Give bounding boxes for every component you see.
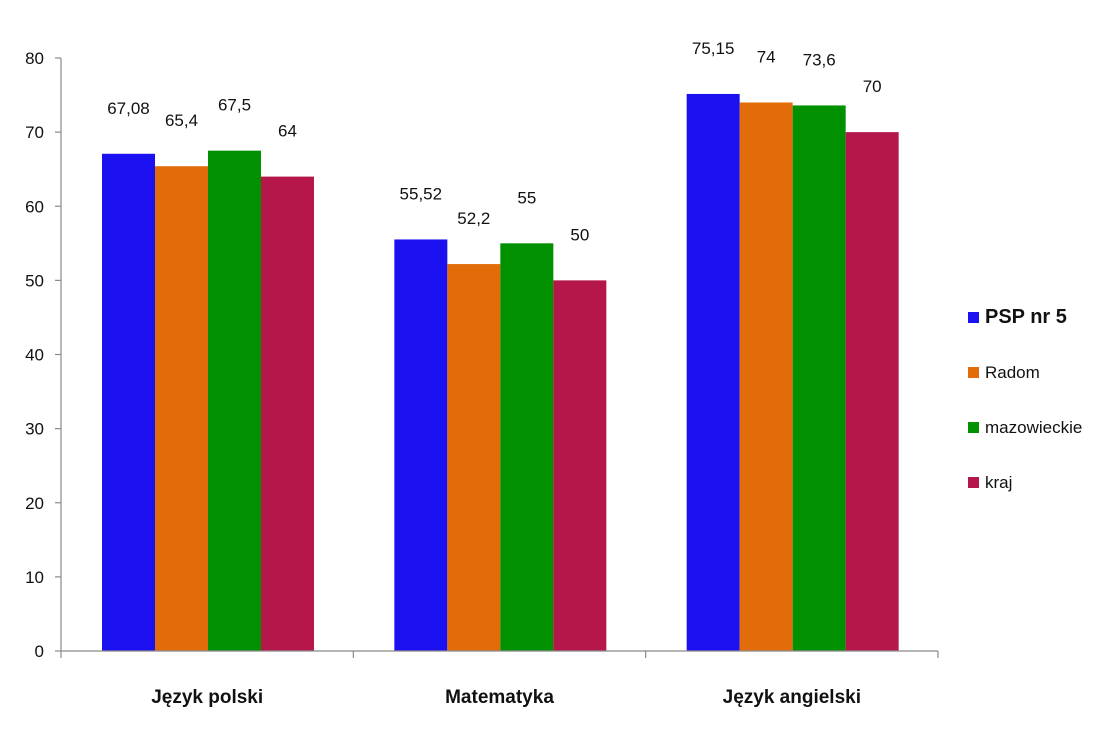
data-label: 67,08 bbox=[107, 99, 150, 118]
legend-item-mazowieckie: mazowieckie bbox=[968, 400, 1103, 455]
legend-label: PSP nr 5 bbox=[985, 306, 1067, 328]
bar-kraj bbox=[553, 280, 607, 651]
data-label: 52,2 bbox=[457, 209, 490, 228]
x-category-label: Matematyka bbox=[445, 687, 554, 708]
legend-item-radom: Radom bbox=[968, 345, 1103, 400]
data-label: 64 bbox=[278, 122, 297, 141]
legend-swatch bbox=[968, 367, 979, 378]
data-label: 67,5 bbox=[218, 96, 251, 115]
data-label: 55 bbox=[517, 188, 536, 207]
y-tick-label: 40 bbox=[25, 346, 44, 365]
legend-swatch bbox=[968, 477, 979, 488]
bar-mazowieckie bbox=[792, 105, 846, 651]
value-labels: 67,08 65,4 67,5 64 55,52 52,2 55 50 75,15 74 73,6 7… bbox=[107, 39, 881, 244]
legend-swatch bbox=[968, 312, 979, 323]
y-tick-label: 50 bbox=[25, 271, 44, 290]
x-axis: Język polski Matematyka Język angielski bbox=[60, 650, 939, 708]
bar-kraj bbox=[261, 176, 314, 651]
legend-item-psp-nr-5: PSP nr 5 bbox=[968, 290, 1103, 345]
x-category-label: Język angielski bbox=[723, 687, 861, 708]
legend-item-kraj: kraj bbox=[968, 455, 1103, 510]
data-label: 70 bbox=[863, 77, 882, 96]
y-tick-label: 20 bbox=[25, 494, 44, 513]
legend-label: mazowieckie bbox=[985, 417, 1083, 437]
data-label: 55,52 bbox=[400, 184, 443, 203]
y-tick-label: 10 bbox=[25, 568, 44, 587]
legend-swatch bbox=[968, 422, 979, 433]
bar-psp-nr-5 bbox=[102, 153, 155, 651]
y-tick-label: 80 bbox=[25, 49, 44, 68]
y-tick-label: 70 bbox=[25, 123, 44, 142]
y-axis: 0 10 20 30 40 50 60 70 80 bbox=[25, 49, 62, 661]
data-label: 74 bbox=[757, 47, 776, 66]
data-label: 50 bbox=[570, 225, 589, 244]
bar-radom bbox=[447, 264, 501, 651]
legend: PSP nr 5 Radom mazowieckie kraj bbox=[968, 290, 1103, 510]
bar-mazowieckie bbox=[208, 150, 261, 651]
y-tick-label: 30 bbox=[25, 420, 44, 439]
bar-psp-nr-5 bbox=[394, 239, 448, 651]
bar-psp-nr-5 bbox=[686, 93, 740, 651]
data-label: 73,6 bbox=[803, 50, 836, 69]
legend-label: kraj bbox=[985, 472, 1013, 492]
data-label: 65,4 bbox=[165, 111, 198, 130]
data-label: 75,15 bbox=[692, 39, 735, 58]
y-tick-label: 60 bbox=[25, 197, 44, 216]
bar-radom bbox=[155, 166, 208, 651]
x-category-label: Język polski bbox=[151, 687, 263, 708]
bar-radom bbox=[739, 102, 793, 652]
y-tick-label: 0 bbox=[35, 642, 44, 661]
bars bbox=[102, 93, 899, 652]
bar-kraj bbox=[845, 132, 899, 651]
bar-mazowieckie bbox=[500, 243, 554, 651]
legend-label: Radom bbox=[985, 362, 1040, 382]
